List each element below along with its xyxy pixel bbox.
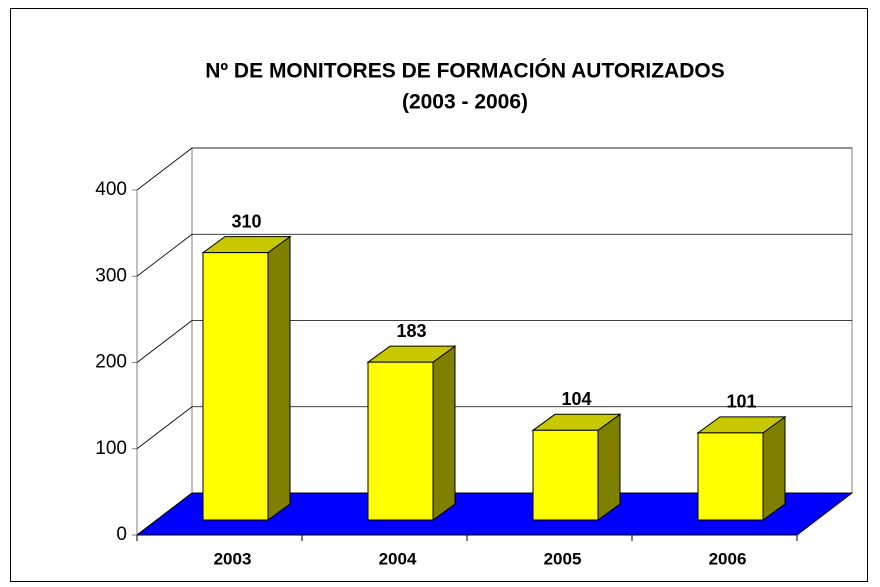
x-tick-label: 2005	[544, 549, 582, 568]
y-tick-label: 0	[116, 524, 127, 545]
y-tick-label: 300	[95, 265, 127, 286]
chart-subtitle: (2003 - 2006)	[402, 91, 528, 114]
chart-title: Nº DE MONITORES DE FORMACIÓN AUTORIZADOS	[205, 59, 724, 83]
grid-line	[136, 492, 193, 536]
bar	[202, 252, 269, 521]
y-tick-label: 400	[95, 179, 127, 200]
y-tick-label: 100	[95, 438, 127, 459]
bar-side	[762, 415, 786, 521]
x-tick-label: 2004	[379, 549, 417, 568]
value-label: 310	[231, 211, 261, 231]
y-tick-label: 200	[95, 352, 127, 373]
x-tick-label: 2003	[214, 549, 252, 568]
bar	[697, 432, 764, 521]
grid-line	[136, 406, 193, 450]
grid-line	[136, 320, 193, 363]
bar-side	[597, 413, 621, 521]
bar-side	[432, 345, 456, 521]
bar	[532, 429, 599, 521]
grid-line	[136, 147, 193, 191]
x-tick-label: 2006	[709, 549, 747, 568]
value-label: 104	[561, 389, 591, 409]
grid-line	[136, 233, 193, 277]
bar-side	[267, 235, 291, 521]
value-label: 101	[726, 392, 756, 412]
value-label: 183	[396, 321, 426, 341]
bar	[367, 361, 434, 521]
